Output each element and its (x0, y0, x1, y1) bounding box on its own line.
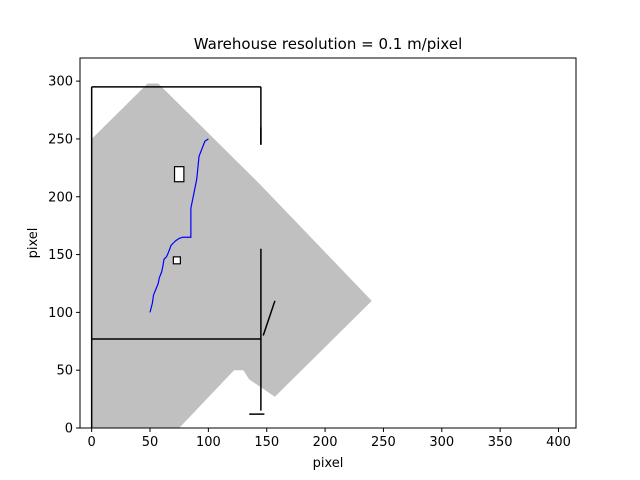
obstacle-box (173, 166, 185, 183)
chart-title: Warehouse resolution = 0.1 m/pixel (194, 35, 463, 53)
y-tick-label: 0 (65, 422, 73, 437)
y-tick-label: 300 (48, 75, 73, 90)
y-tick-label: 200 (48, 190, 73, 205)
x-tick-label: 300 (429, 435, 454, 450)
x-tick-label: 150 (254, 435, 279, 450)
plot-frame (79, 57, 577, 429)
y-tick-label: 150 (48, 248, 73, 263)
y-tick-label: 100 (48, 306, 73, 321)
explored-region (91, 83, 372, 428)
y-axis: 0 50 100 150 200 250 300 (48, 75, 80, 437)
x-tick-label: 0 (88, 435, 96, 450)
x-axis-title: pixel (313, 456, 344, 471)
x-tick-label: 200 (313, 435, 338, 450)
x-tick-label: 100 (196, 435, 221, 450)
map-layer (90, 83, 372, 428)
x-tick-label: 50 (142, 435, 159, 450)
y-tick-label: 250 (48, 132, 73, 147)
x-tick-label: 400 (546, 435, 571, 450)
obstacle-box (172, 256, 181, 265)
wall-segment (262, 300, 276, 336)
x-axis: 0 50 100 150 200 250 300 350 400 (88, 428, 571, 450)
y-axis-title: pixel (26, 228, 41, 259)
y-tick-label: 50 (56, 364, 73, 379)
x-tick-label: 250 (371, 435, 396, 450)
x-tick-label: 350 (488, 435, 513, 450)
path-line (149, 138, 209, 313)
